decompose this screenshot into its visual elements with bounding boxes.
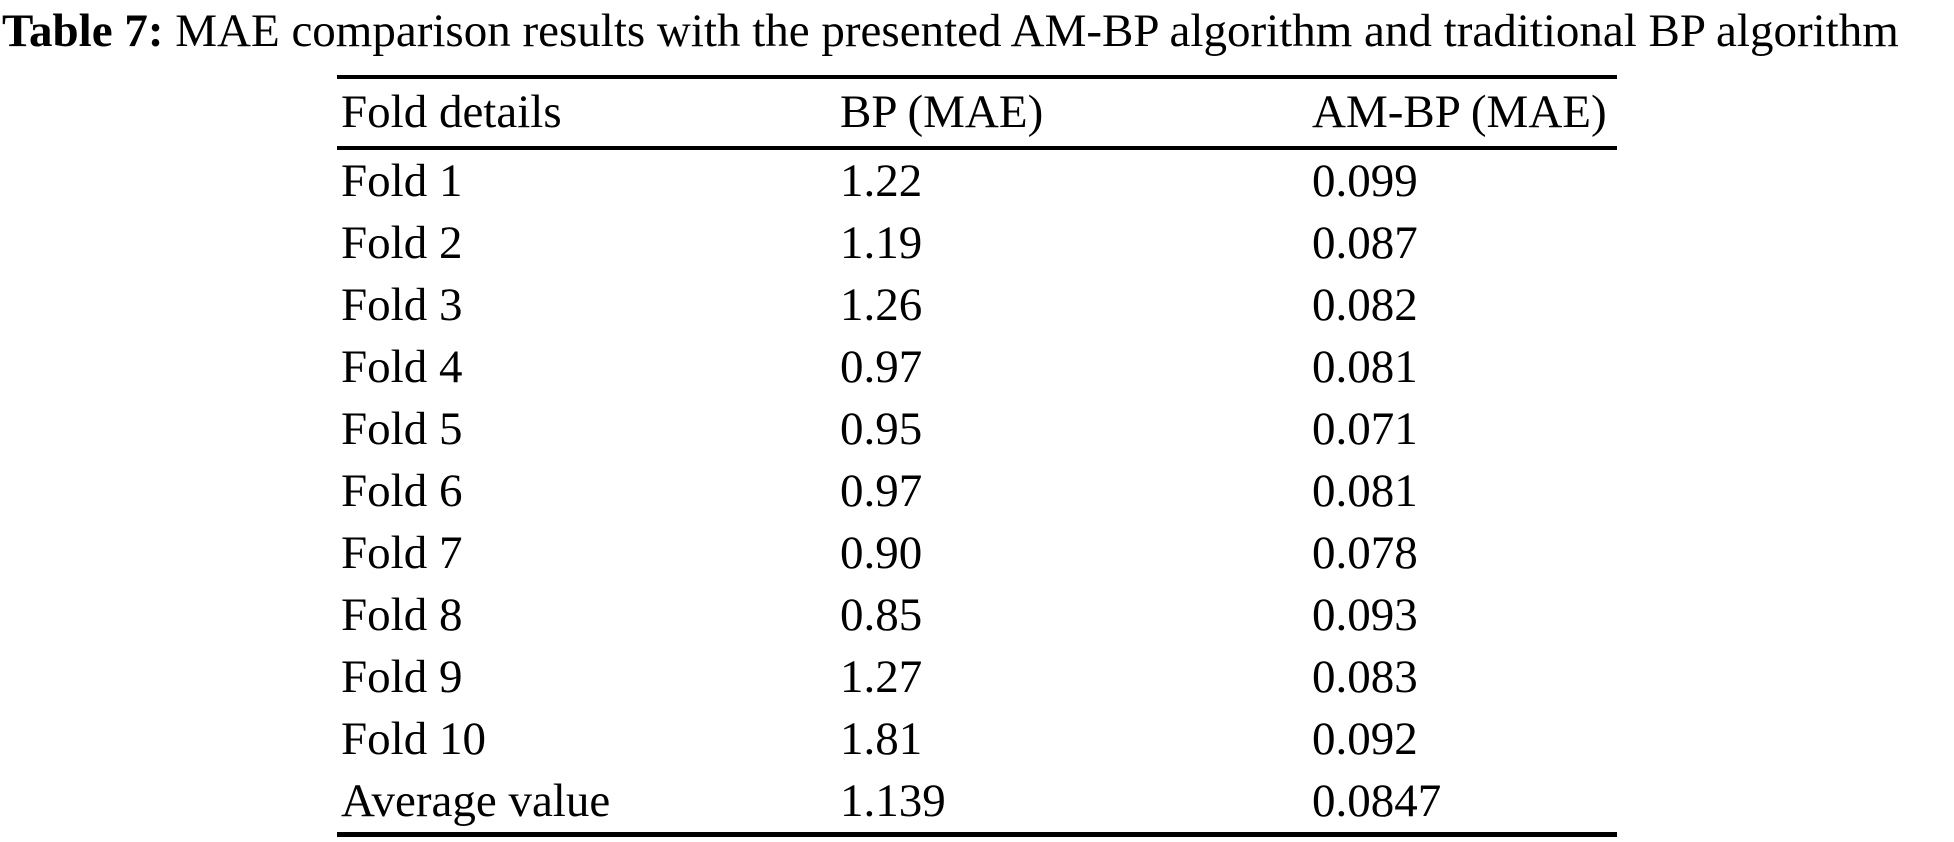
fold-cell: Fold 2 (341, 216, 463, 269)
fold-cell: Fold 4 (341, 340, 463, 393)
table-header-row: Fold details BP (MAE) AM-BP (MAE) (337, 79, 1617, 146)
table-header-rule (337, 146, 1617, 150)
table-bottom-rule (337, 832, 1617, 837)
bp-mae-cell: 0.95 (840, 402, 923, 455)
column-header-fold-details: Fold details (341, 86, 562, 138)
table-row: Fold 2 1.19 0.087 (337, 212, 1617, 274)
fold-cell: Average value (341, 774, 611, 827)
fold-cell: Fold 1 (341, 154, 463, 207)
fold-cell: Fold 3 (341, 278, 463, 331)
bp-mae-cell: 0.97 (840, 464, 923, 517)
am-bp-mae-cell: 0.071 (1312, 402, 1418, 455)
am-bp-mae-cell: 0.099 (1312, 154, 1418, 207)
table-row: Fold 8 0.85 0.093 (337, 584, 1617, 646)
table-row: Fold 6 0.97 0.081 (337, 460, 1617, 522)
am-bp-mae-cell: 0.092 (1312, 712, 1418, 765)
bp-mae-cell: 1.27 (840, 650, 923, 703)
fold-cell: Fold 6 (341, 464, 463, 517)
am-bp-mae-cell: 0.083 (1312, 650, 1418, 703)
fold-cell: Fold 9 (341, 650, 463, 703)
am-bp-mae-cell: 0.081 (1312, 340, 1418, 393)
table-body: Fold 1 1.22 0.099 Fold 2 1.19 0.087 Fold 3 1.26… (337, 150, 1617, 832)
bp-mae-cell: 1.139 (840, 774, 946, 827)
bp-mae-cell: 0.85 (840, 588, 923, 641)
table-caption-text: MAE comparison results with the presente… (175, 5, 1899, 57)
table-row: Fold 7 0.90 0.078 (337, 522, 1617, 584)
column-header-am-bp-mae: AM-BP (MAE) (1312, 86, 1607, 138)
am-bp-mae-cell: 0.078 (1312, 526, 1418, 579)
table-row: Fold 4 0.97 0.081 (337, 336, 1617, 398)
am-bp-mae-cell: 0.093 (1312, 588, 1418, 641)
fold-cell: Fold 5 (341, 402, 463, 455)
table-caption: Table 7: MAE comparison results with the… (2, 4, 1954, 58)
table-row: Fold 10 1.81 0.092 (337, 708, 1617, 770)
bp-mae-cell: 1.26 (840, 278, 923, 331)
bp-mae-cell: 0.90 (840, 526, 923, 579)
table-row: Fold 3 1.26 0.082 (337, 274, 1617, 336)
bp-mae-cell: 1.81 (840, 712, 923, 765)
am-bp-mae-cell: 0.082 (1312, 278, 1418, 331)
table-row: Fold 9 1.27 0.083 (337, 646, 1617, 708)
table-row: Average value 1.139 0.0847 (337, 770, 1617, 832)
am-bp-mae-cell: 0.087 (1312, 216, 1418, 269)
fold-cell: Fold 10 (341, 712, 486, 765)
bp-mae-cell: 0.97 (840, 340, 923, 393)
am-bp-mae-cell: 0.0847 (1312, 774, 1442, 827)
bp-mae-cell: 1.22 (840, 154, 923, 207)
column-header-bp-mae: BP (MAE) (840, 86, 1044, 138)
table-row: Fold 1 1.22 0.099 (337, 150, 1617, 212)
fold-cell: Fold 7 (341, 526, 463, 579)
table-top-rule (337, 75, 1617, 79)
bp-mae-cell: 1.19 (840, 216, 923, 269)
table-caption-label: Table 7: (2, 5, 164, 57)
am-bp-mae-cell: 0.081 (1312, 464, 1418, 517)
fold-cell: Fold 8 (341, 588, 463, 641)
mae-comparison-table: Fold details BP (MAE) AM-BP (MAE) Fold 1… (337, 75, 1617, 837)
table-row: Fold 5 0.95 0.071 (337, 398, 1617, 460)
